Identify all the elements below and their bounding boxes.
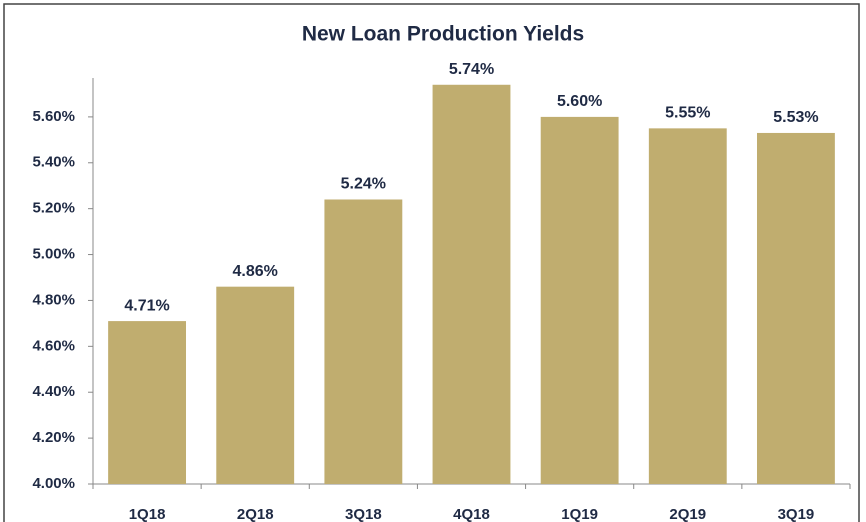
- y-tick-label: 5.20%: [32, 200, 75, 217]
- bar: [432, 84, 511, 485]
- bar: [324, 199, 403, 484]
- x-tick-label: 1Q19: [561, 506, 598, 522]
- bar: [216, 286, 295, 484]
- bar: [648, 128, 727, 484]
- y-tick-label: 4.20%: [32, 429, 75, 446]
- chart-frame: [3, 3, 860, 522]
- data-label: 5.55%: [665, 105, 710, 122]
- y-tick-label: 4.60%: [32, 337, 75, 354]
- x-tick-label: 4Q18: [453, 506, 490, 522]
- x-tick-label: 2Q19: [669, 506, 706, 522]
- chart-title: New Loan Production Yields: [302, 23, 584, 46]
- data-label: 5.60%: [557, 93, 602, 110]
- bar: [540, 116, 619, 484]
- y-tick-label: 4.00%: [32, 475, 75, 492]
- y-tick-label: 4.80%: [32, 291, 75, 308]
- bar: [108, 321, 187, 484]
- y-tick-label: 4.40%: [32, 383, 75, 400]
- y-tick-label: 5.60%: [32, 108, 75, 125]
- x-tick-label: 3Q18: [345, 506, 382, 522]
- x-tick-label: 1Q18: [129, 506, 166, 522]
- data-label: 4.71%: [124, 297, 169, 314]
- data-label: 4.86%: [233, 263, 278, 280]
- bar: [756, 132, 835, 484]
- y-tick-label: 5.00%: [32, 246, 75, 263]
- data-label: 5.53%: [773, 109, 818, 126]
- x-tick-label: 3Q19: [778, 506, 815, 522]
- y-tick-label: 5.40%: [32, 154, 75, 171]
- x-tick-label: 2Q18: [237, 506, 274, 522]
- data-label: 5.24%: [341, 176, 386, 193]
- data-label: 5.74%: [449, 61, 494, 78]
